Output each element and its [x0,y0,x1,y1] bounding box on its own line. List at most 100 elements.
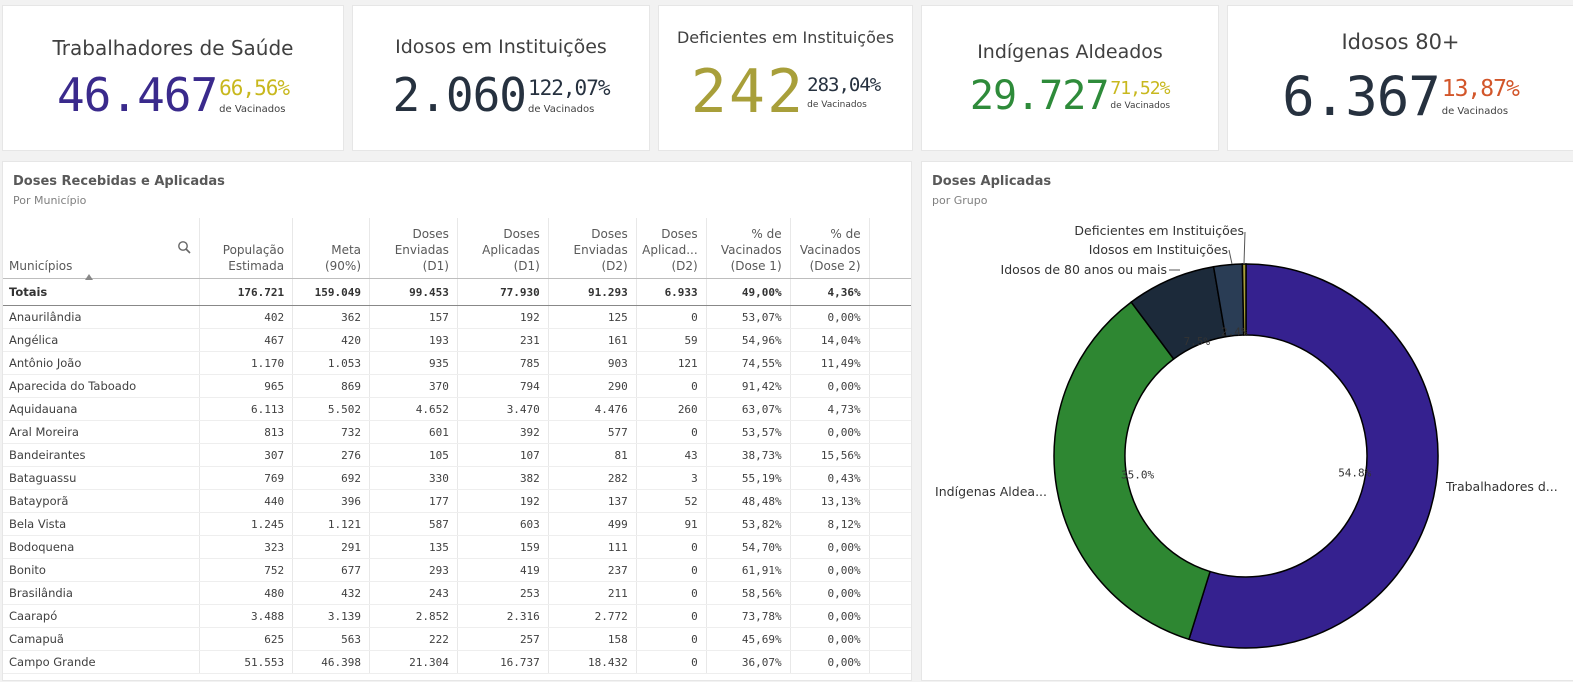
column-header-label: Doses [412,227,449,241]
column-header[interactable]: % de Vacinados (Dose 2) [790,218,870,279]
table-cell: 499 [548,512,637,536]
table-cell: 61,91% [706,558,791,582]
column-header[interactable]: Municípios [3,218,201,280]
table-row[interactable]: Brasilândia 480 432 243 253 211 0 58,56% 0,00% [3,581,911,605]
table-cell: 794 [457,374,549,398]
table-row[interactable]: Angélica 467 420 193 231 161 59 54,96% 14,04% [3,328,911,352]
donut-slice[interactable] [1241,263,1247,336]
table-totals-row[interactable]: Totais 176.721 159.049 99.453 77.930 91.293 6.… [3,278,911,306]
column-header[interactable]: População Estimada [199,218,294,279]
table-cell: 282 [548,466,637,490]
table-cell: 18.432 [548,650,637,674]
column-header[interactable]: Doses Aplicad... (D2) [636,218,707,279]
table-cell: 0 [636,558,707,582]
donut-chart[interactable]: 54.8% 35.0% 7.5% 2.4% Trabalhadores d... Indí… [922,162,1573,682]
table-cell: 3.470 [457,397,549,421]
table-cell: 370 [369,374,458,398]
kpi-card-deficientes[interactable]: Deficientes em Instituições 242 283,04% … [658,5,913,151]
kpi-card-trabalhadores[interactable]: Trabalhadores de Saúde 46.467 66,56% de … [2,5,344,151]
kpi-card-indigenas[interactable]: Indígenas Aldeados 29.727 71,52% de Vaci… [921,5,1219,151]
table-cell: 158 [548,627,637,651]
table-cell: Campo Grande [3,650,201,674]
kpi-value: 6.367 [1282,65,1441,128]
table-cell: Anaurilândia [3,305,201,329]
table-row[interactable]: Antônio João 1.170 1.053 935 785 903 121 74,55%… [3,351,911,375]
table-cell-spacer [869,604,911,628]
table-cell: 276 [292,443,371,467]
column-header-label: (90%) [324,259,362,273]
table-cell: 135 [369,535,458,559]
sort-ascending-icon[interactable] [85,274,93,280]
table-cell: 1.121 [292,512,371,536]
table-cell: 81 [548,443,637,467]
table-row[interactable]: Bandeirantes 307 276 105 107 81 43 38,73% 15,56% [3,443,911,467]
table-row[interactable]: Camapuã 625 563 222 257 158 0 45,69% 0,00% [3,627,911,651]
table-cell: 692 [292,466,371,490]
column-header-spacer [869,218,911,279]
table-cell: 46.398 [292,650,371,674]
column-header-label: % de [751,227,782,241]
table-cell: 45,69% [706,627,791,651]
column-header[interactable]: % de Vacinados (Dose 1) [706,218,791,279]
table-cell: 91,42% [706,374,791,398]
table-row[interactable]: Batayporã 440 396 177 192 137 52 48,48% 13,13% [3,489,911,513]
table-row[interactable]: Bela Vista 1.245 1.121 587 603 499 91 53,82% 8,1… [3,512,911,536]
table-row[interactable]: Campo Grande 51.553 46.398 21.304 16.737 18.4… [3,650,911,674]
table-row[interactable]: Aquidauana 6.113 5.502 4.652 3.470 4.476 260 63… [3,397,911,421]
kpi-percent: 66,56% [219,76,290,100]
kpi-card-idosos-80[interactable]: Idosos 80+ 6.367 13,87% de Vacinados [1227,5,1573,151]
table-cell: Aral Moreira [3,420,201,444]
column-header[interactable]: Doses Aplicadas (D1) [457,218,549,279]
donut-slice[interactable] [1188,263,1439,649]
table-cell-spacer [869,558,911,582]
table-row[interactable]: Bodoquena 323 291 135 159 111 0 54,70% 0,00% [3,535,911,559]
table-cell: 293 [369,558,458,582]
table-row[interactable]: Bataguassu 769 692 330 382 282 3 55,19% 0,43% [3,466,911,490]
table-cell: 603 [457,512,549,536]
table-row[interactable]: Bonito 752 677 293 419 237 0 61,91% 0,00% [3,558,911,582]
table-cell: 601 [369,420,458,444]
table-cell: Totais [3,278,201,306]
table-cell: 563 [292,627,371,651]
table-cell: 587 [369,512,458,536]
table-cell: 4,73% [790,397,870,421]
table-row[interactable]: Aparecida do Taboado 965 869 370 794 290 0 91,4… [3,374,911,398]
table-cell: 237 [548,558,637,582]
kpi-title: Deficientes em Instituições [676,28,895,47]
table-cell: 193 [369,328,458,352]
column-header-label: Doses [661,227,698,241]
table-cell: 53,57% [706,420,791,444]
column-header[interactable]: Doses Enviadas (D2) [548,218,637,279]
table-cell: 0 [636,374,707,398]
kpi-sub: de Vacinados [807,100,867,110]
table-cell: 769 [199,466,294,490]
column-header-label: (D2) [671,259,698,273]
table-cell: 38,73% [706,443,791,467]
table-cell: 49,00% [706,278,791,306]
table-cell: 11,49% [790,351,870,375]
table-cell: 0,00% [790,581,870,605]
table-cell: 121 [636,351,707,375]
table-row[interactable]: Aral Moreira 813 732 601 392 577 0 53,57% 0,00% [3,420,911,444]
column-header[interactable]: Meta (90%) [292,218,371,279]
table-cell: 869 [292,374,371,398]
kpi-percent: 122,07% [527,76,611,100]
donut-slice[interactable] [1053,301,1211,641]
kpi-sub: de Vacinados [219,104,286,115]
column-header-label: (Dose 2) [809,259,861,273]
leader-line [1243,231,1246,265]
column-header[interactable]: Doses Enviadas (D1) [369,218,458,279]
kpi-title: Idosos em Instituições [395,36,607,58]
table-cell: 52 [636,489,707,513]
table-row[interactable]: Anaurilândia 402 362 157 192 125 0 53,07% 0,00% [3,305,911,329]
kpi-card-idosos-instituicoes[interactable]: Idosos em Instituições 2.060 122,07% de … [352,5,650,151]
table-cell: 14,04% [790,328,870,352]
slice-percent-label: 35.0% [1121,469,1154,482]
table-cell: 480 [199,581,294,605]
table-row[interactable]: Caarapó 3.488 3.139 2.852 2.316 2.772 0 73,78% 0… [3,604,911,628]
table-cell: 2.852 [369,604,458,628]
table-cell: 99.453 [369,278,458,306]
search-icon[interactable] [177,240,191,254]
table-cell: 159.049 [292,278,371,306]
table-cell: 2.772 [548,604,637,628]
